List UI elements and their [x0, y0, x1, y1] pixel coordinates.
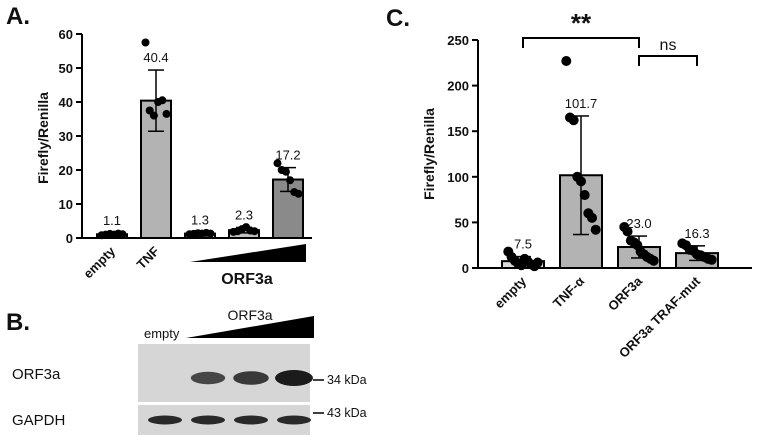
y-tick-label: 30: [59, 129, 73, 144]
category-label: TNF-α: [550, 274, 587, 311]
blot-band: [234, 415, 268, 425]
panel-a-y-axis-title: Firefly/Renilla: [35, 92, 51, 184]
significance-bracket: [522, 37, 640, 48]
panel-a: A. Firefly/Renilla 0 10 20 30 40 50 60 1.1 40.4…: [6, 3, 312, 288]
blot-row-label-gapdh: GAPDH: [12, 412, 65, 429]
value-label: 17.2: [275, 148, 300, 163]
panel-c-y-axis-title: Firefly/Renilla: [421, 108, 437, 200]
panel-c-significance: ** ns: [522, 8, 698, 66]
significance-label: **: [571, 8, 592, 38]
data-point: [149, 111, 158, 120]
panel-c-bars: 7.5 101.7 23.0 16.3: [501, 55, 719, 272]
data-point: [579, 190, 590, 201]
panel-b-letter: B.: [6, 309, 30, 336]
panel-a-dose-ramp-wedge: [190, 244, 306, 262]
data-point: [622, 226, 633, 237]
y-tick-label: 20: [59, 163, 73, 178]
data-point: [706, 254, 717, 265]
data-point: [118, 230, 127, 239]
blot-empty-label: empty: [144, 326, 180, 341]
panel-a-bars: 1.1 40.4 1.3 2.3 17.2: [96, 38, 304, 240]
significance-label: ns: [660, 37, 677, 54]
blot-band: [275, 370, 313, 386]
category-label: empty: [491, 273, 529, 311]
marker-43kda-label: 43 kDa: [327, 406, 367, 420]
data-point: [250, 227, 259, 236]
panel-b: B. empty ORF3a ORF3a GAPDH 34 kDa 43 kDa: [6, 307, 367, 435]
data-point: [281, 167, 290, 176]
panel-a-category-labels: empty TNF: [80, 243, 162, 281]
data-point: [162, 109, 171, 118]
data-point: [568, 115, 579, 126]
data-point: [576, 176, 586, 187]
y-tick-label: 250: [447, 33, 469, 48]
blot-band: [233, 371, 269, 385]
blot-bands: [148, 370, 313, 425]
panel-c: C. Firefly/Renilla 0 50 100 150 200 250 7.5 10…: [386, 5, 752, 361]
blot-band: [277, 415, 311, 425]
panel-a-letter: A.: [6, 3, 30, 30]
blot-band: [148, 415, 182, 425]
data-point: [206, 229, 215, 238]
blot-band: [190, 371, 226, 385]
data-point: [286, 176, 295, 185]
data-point: [294, 189, 303, 198]
data-point: [273, 159, 282, 168]
value-label: 1.1: [103, 213, 121, 228]
y-tick-label: 60: [59, 27, 73, 42]
y-tick-label: 50: [455, 215, 469, 230]
marker-34kda-label: 34 kDa: [327, 373, 367, 387]
data-point: [158, 96, 167, 105]
category-label: ORF3a: [605, 273, 646, 314]
blot-dose-ramp-wedge: [186, 316, 314, 338]
significance-bracket: [638, 55, 698, 66]
y-tick-label: 150: [447, 124, 469, 139]
data-point: [532, 257, 543, 268]
y-tick-label: 40: [59, 95, 73, 110]
value-label: 101.7: [565, 96, 598, 111]
blot-band: [191, 415, 225, 425]
value-label: 23.0: [626, 216, 651, 231]
category-label: empty: [80, 243, 118, 281]
y-tick-label: 50: [59, 61, 73, 76]
value-label: 40.4: [143, 50, 168, 65]
data-point: [141, 38, 150, 47]
y-tick-label: 10: [59, 197, 73, 212]
data-point: [587, 212, 598, 223]
y-tick-label: 0: [462, 261, 469, 276]
panel-a-group-label: ORF3a: [221, 271, 273, 288]
data-point: [648, 255, 659, 266]
y-tick-label: 200: [447, 79, 469, 94]
value-label: 7.5: [514, 237, 532, 252]
y-tick-label: 100: [447, 170, 469, 185]
data-point: [590, 224, 601, 235]
panel-c-letter: C.: [386, 5, 410, 32]
value-label: 2.3: [235, 207, 253, 222]
y-tick-label: 0: [66, 231, 73, 246]
value-label: 1.3: [191, 213, 209, 228]
blot-group-label: ORF3a: [227, 307, 272, 323]
data-point: [561, 55, 572, 66]
blot-row-label-orf3a: ORF3a: [12, 366, 61, 383]
value-label: 16.3: [684, 226, 709, 241]
category-label: TNF: [134, 243, 163, 272]
